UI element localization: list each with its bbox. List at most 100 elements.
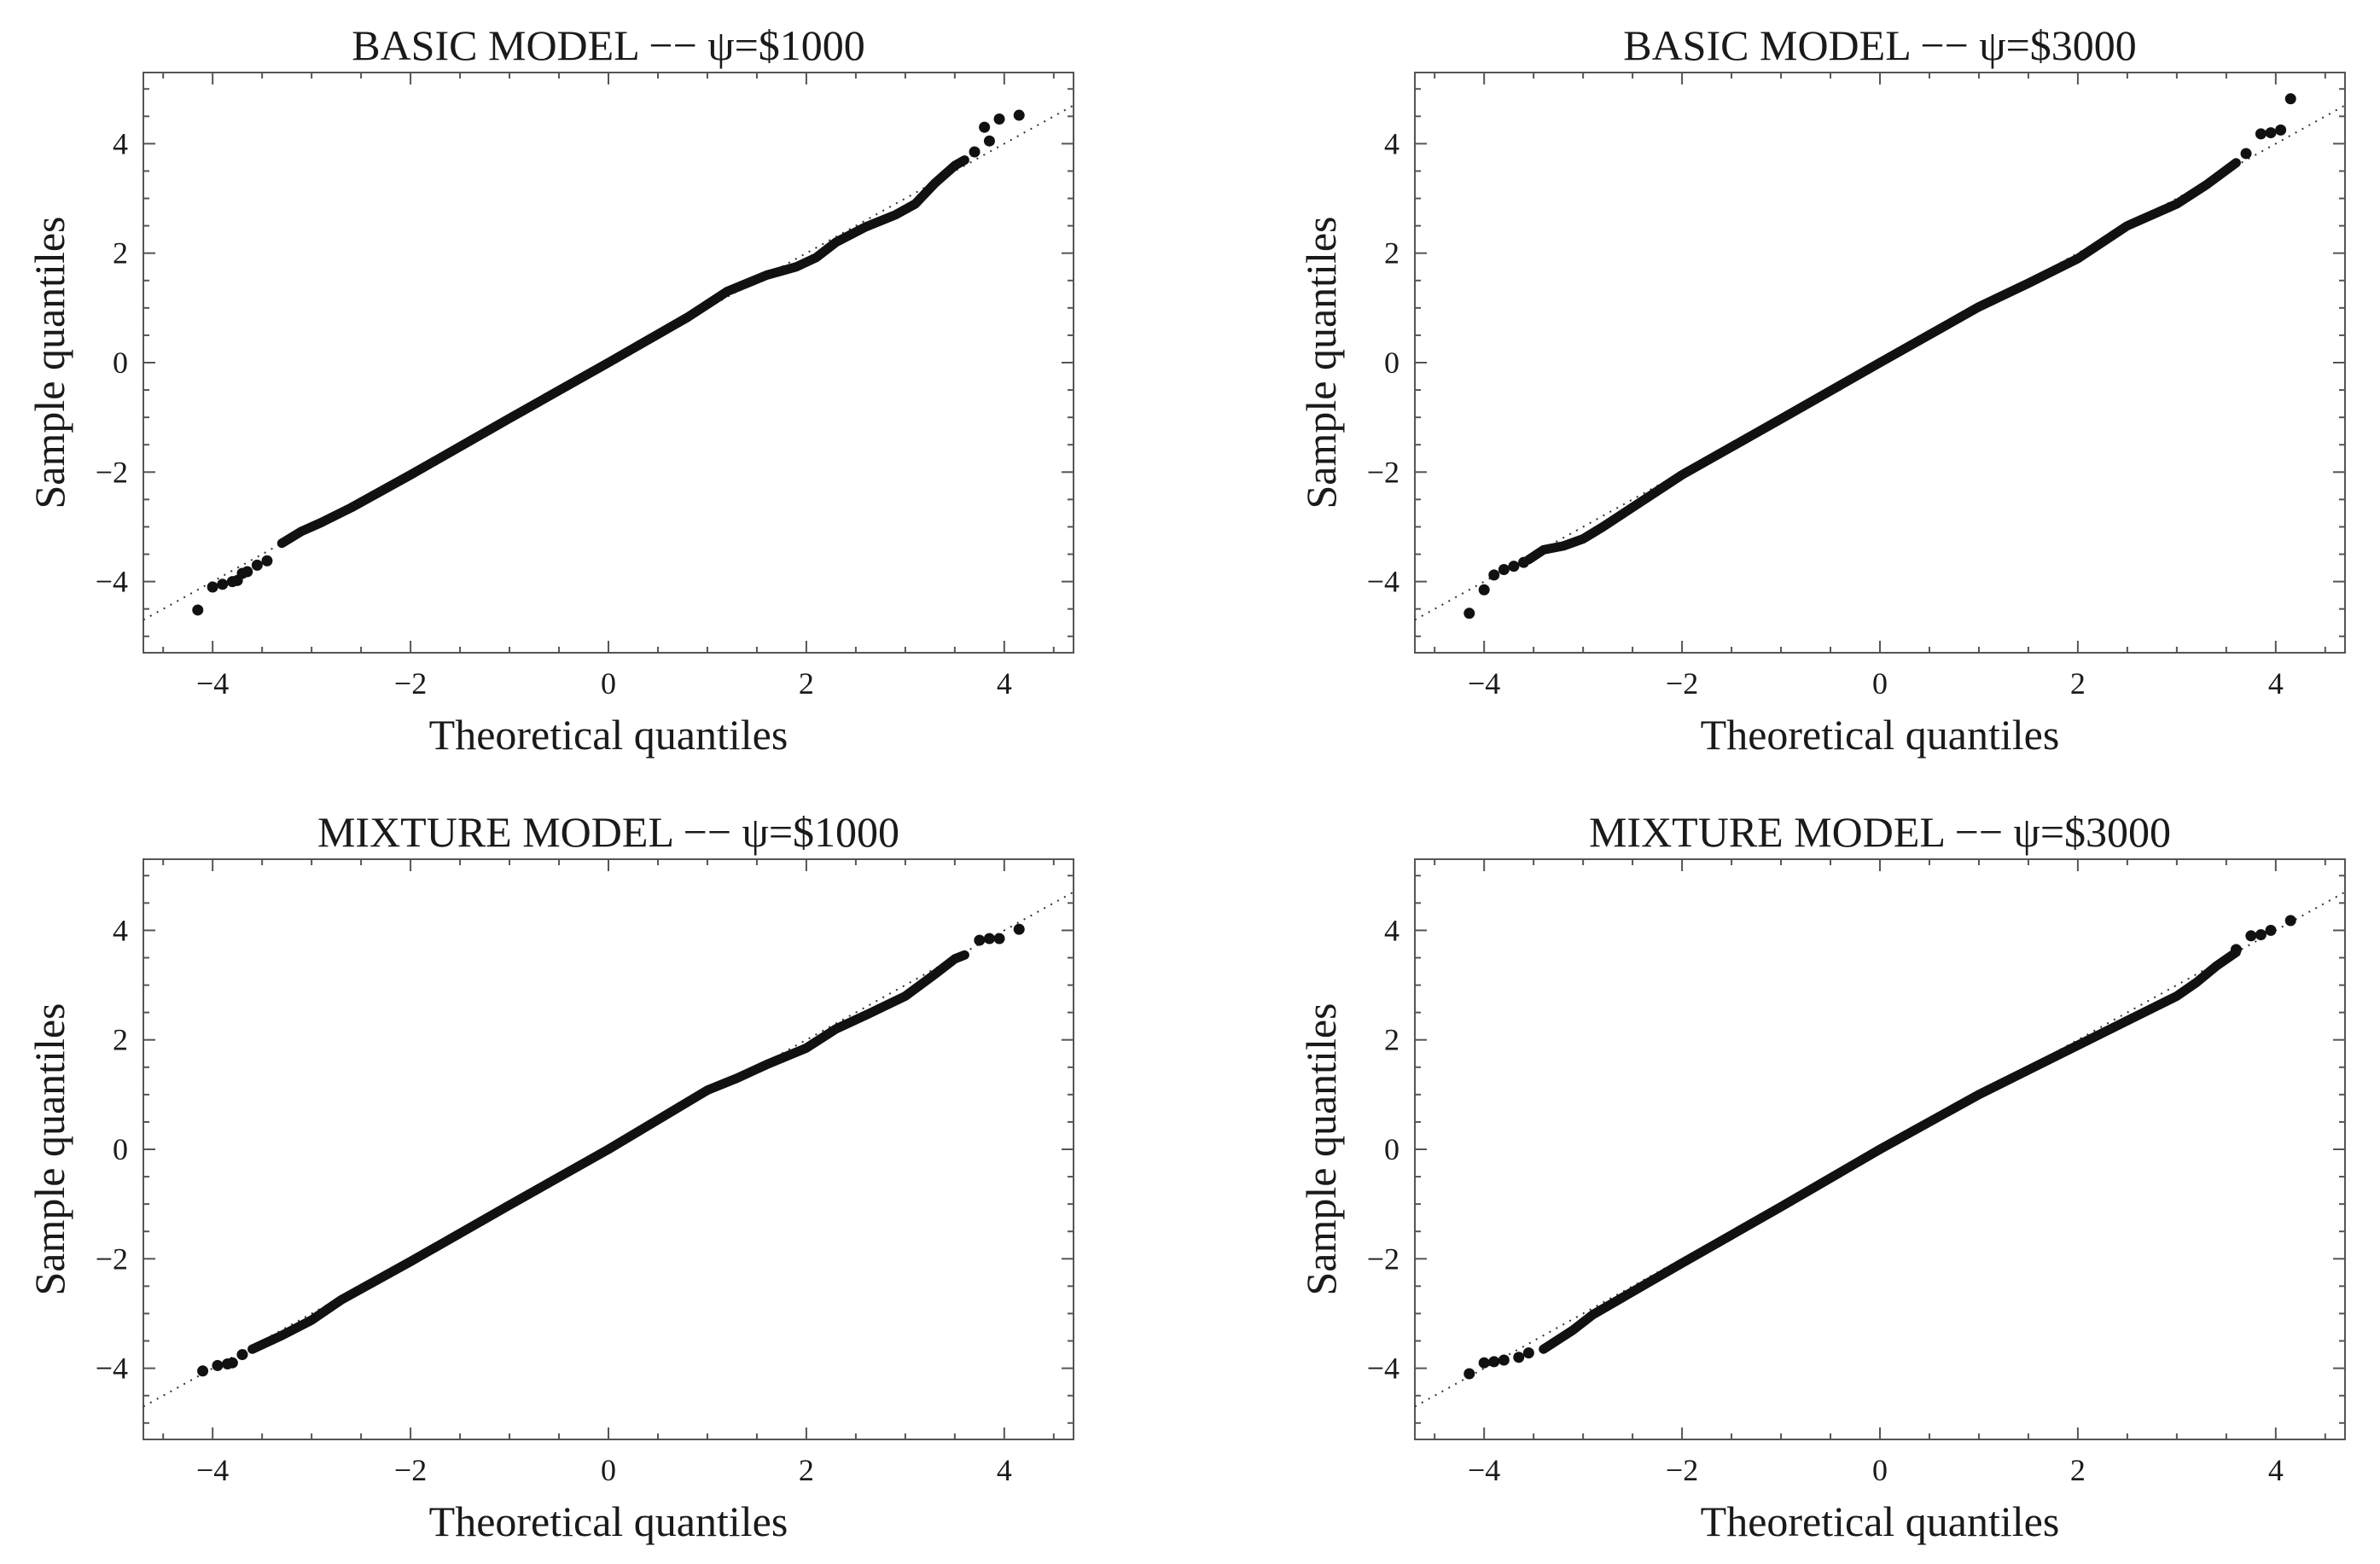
sample-point (969, 146, 981, 158)
sample-points-body (1523, 158, 2241, 565)
sample-point (2240, 148, 2252, 160)
y-axis-label: Sample quantiles (1297, 1003, 1345, 1296)
y-tick-label: 2 (1384, 236, 1399, 270)
sample-points-body (1539, 947, 2241, 1354)
sample-point (1013, 923, 1025, 935)
sample-point (251, 559, 263, 571)
sample-point (192, 604, 204, 616)
y-tick-label: 0 (1384, 346, 1399, 380)
sample-point (974, 934, 986, 946)
x-axis-label: Theoretical quantiles (1701, 1497, 2060, 1545)
sample-point (217, 579, 229, 590)
y-tick-label: −4 (1367, 1352, 1399, 1386)
panel-basic-3000: BASIC MODEL −− ψ=$3000 Theoretical quant… (1297, 21, 2346, 759)
sample-point (212, 1359, 224, 1371)
sample-point (2284, 915, 2296, 927)
sample-point (2255, 929, 2267, 941)
panel-mixture-1000: MIXTURE MODEL −− ψ=$1000 Theoretical qua… (26, 808, 1074, 1545)
sample-point (1513, 1352, 1525, 1363)
y-tick-label: −2 (96, 455, 128, 489)
sample-point (2255, 128, 2267, 140)
sample-point (2275, 124, 2287, 136)
sample-point (993, 113, 1005, 125)
x-tick-label: 4 (2268, 666, 2284, 701)
sample-point (1013, 109, 1025, 121)
x-tick-label: −4 (1468, 666, 1500, 701)
x-tick-label: −2 (394, 1453, 427, 1487)
sample-point (236, 1349, 248, 1361)
sample-point (261, 555, 273, 567)
sample-point (2230, 944, 2242, 956)
x-axis-label: Theoretical quantiles (429, 711, 788, 759)
sample-point (1518, 556, 1530, 568)
x-axis-label: Theoretical quantiles (1701, 711, 2060, 759)
y-tick-label: −4 (96, 565, 128, 599)
x-tick-label: 2 (2070, 1453, 2086, 1487)
axis-ticks (1415, 73, 2345, 653)
y-tick-label: 2 (1384, 1023, 1399, 1057)
y-axis-label: Sample quantiles (26, 217, 73, 509)
y-tick-label: 4 (113, 126, 128, 160)
x-tick-label: −4 (196, 1453, 229, 1487)
sample-point (1488, 569, 1500, 581)
panel-title: BASIC MODEL −− ψ=$1000 (352, 21, 865, 69)
sample-point (1478, 584, 1490, 596)
sample-point (236, 567, 248, 579)
axis-ticks (1415, 859, 2345, 1439)
x-tick-label: −4 (196, 666, 229, 701)
y-axis-label: Sample quantiles (1297, 217, 1345, 509)
x-tick-label: −2 (394, 666, 427, 701)
y-tick-label: 0 (113, 346, 128, 380)
x-tick-label: 4 (2268, 1453, 2284, 1487)
x-tick-label: 0 (1872, 1453, 1888, 1487)
sample-points-body (247, 950, 969, 1354)
y-tick-label: −4 (96, 1352, 128, 1386)
x-tick-label: 0 (601, 1453, 616, 1487)
y-tick-label: 0 (113, 1132, 128, 1166)
x-tick-label: 4 (997, 666, 1012, 701)
y-tick-label: −2 (1367, 455, 1399, 489)
sample-point (197, 1365, 209, 1377)
x-tick-label: −2 (1666, 1453, 1698, 1487)
y-axis-label: Sample quantiles (26, 1003, 73, 1296)
sample-point (1488, 1356, 1500, 1368)
x-tick-label: 2 (799, 666, 814, 701)
sample-point (1498, 563, 1510, 575)
sample-point (1498, 1354, 1510, 1366)
y-tick-label: −2 (96, 1241, 128, 1276)
sample-point (983, 933, 995, 945)
sample-points-body (276, 155, 969, 549)
sample-point (983, 135, 995, 147)
sample-point (1478, 1357, 1490, 1369)
x-axis-label: Theoretical quantiles (429, 1497, 788, 1545)
y-tick-label: 4 (1384, 913, 1399, 947)
panel-title: MIXTURE MODEL −− ψ=$1000 (317, 808, 899, 856)
x-tick-label: −2 (1666, 666, 1698, 701)
x-tick-label: 0 (1872, 666, 1888, 701)
x-tick-label: 2 (2070, 666, 2086, 701)
x-tick-label: 0 (601, 666, 616, 701)
x-tick-label: 4 (997, 1453, 1012, 1487)
sample-point (1522, 1347, 1534, 1359)
sample-point (2284, 93, 2296, 105)
sample-point (979, 121, 991, 133)
y-tick-label: 0 (1384, 1132, 1399, 1166)
panel-mixture-3000: MIXTURE MODEL −− ψ=$3000 Theoretical qua… (1297, 808, 2346, 1545)
sample-point (2265, 127, 2277, 139)
sample-point (1508, 561, 1520, 573)
y-tick-label: 2 (113, 1023, 128, 1057)
axis-ticks (143, 73, 1074, 653)
y-tick-label: −2 (1367, 1241, 1399, 1276)
sample-point (1463, 608, 1475, 619)
axis-ticks (143, 859, 1074, 1439)
y-tick-label: 4 (113, 913, 128, 947)
y-tick-label: 2 (113, 236, 128, 270)
sample-point (226, 1357, 238, 1369)
sample-point (2265, 924, 2277, 936)
x-tick-label: 2 (799, 1453, 814, 1487)
y-tick-label: 4 (1384, 126, 1399, 160)
y-tick-label: −4 (1367, 565, 1399, 599)
sample-point (2245, 930, 2257, 942)
sample-point (207, 581, 218, 593)
